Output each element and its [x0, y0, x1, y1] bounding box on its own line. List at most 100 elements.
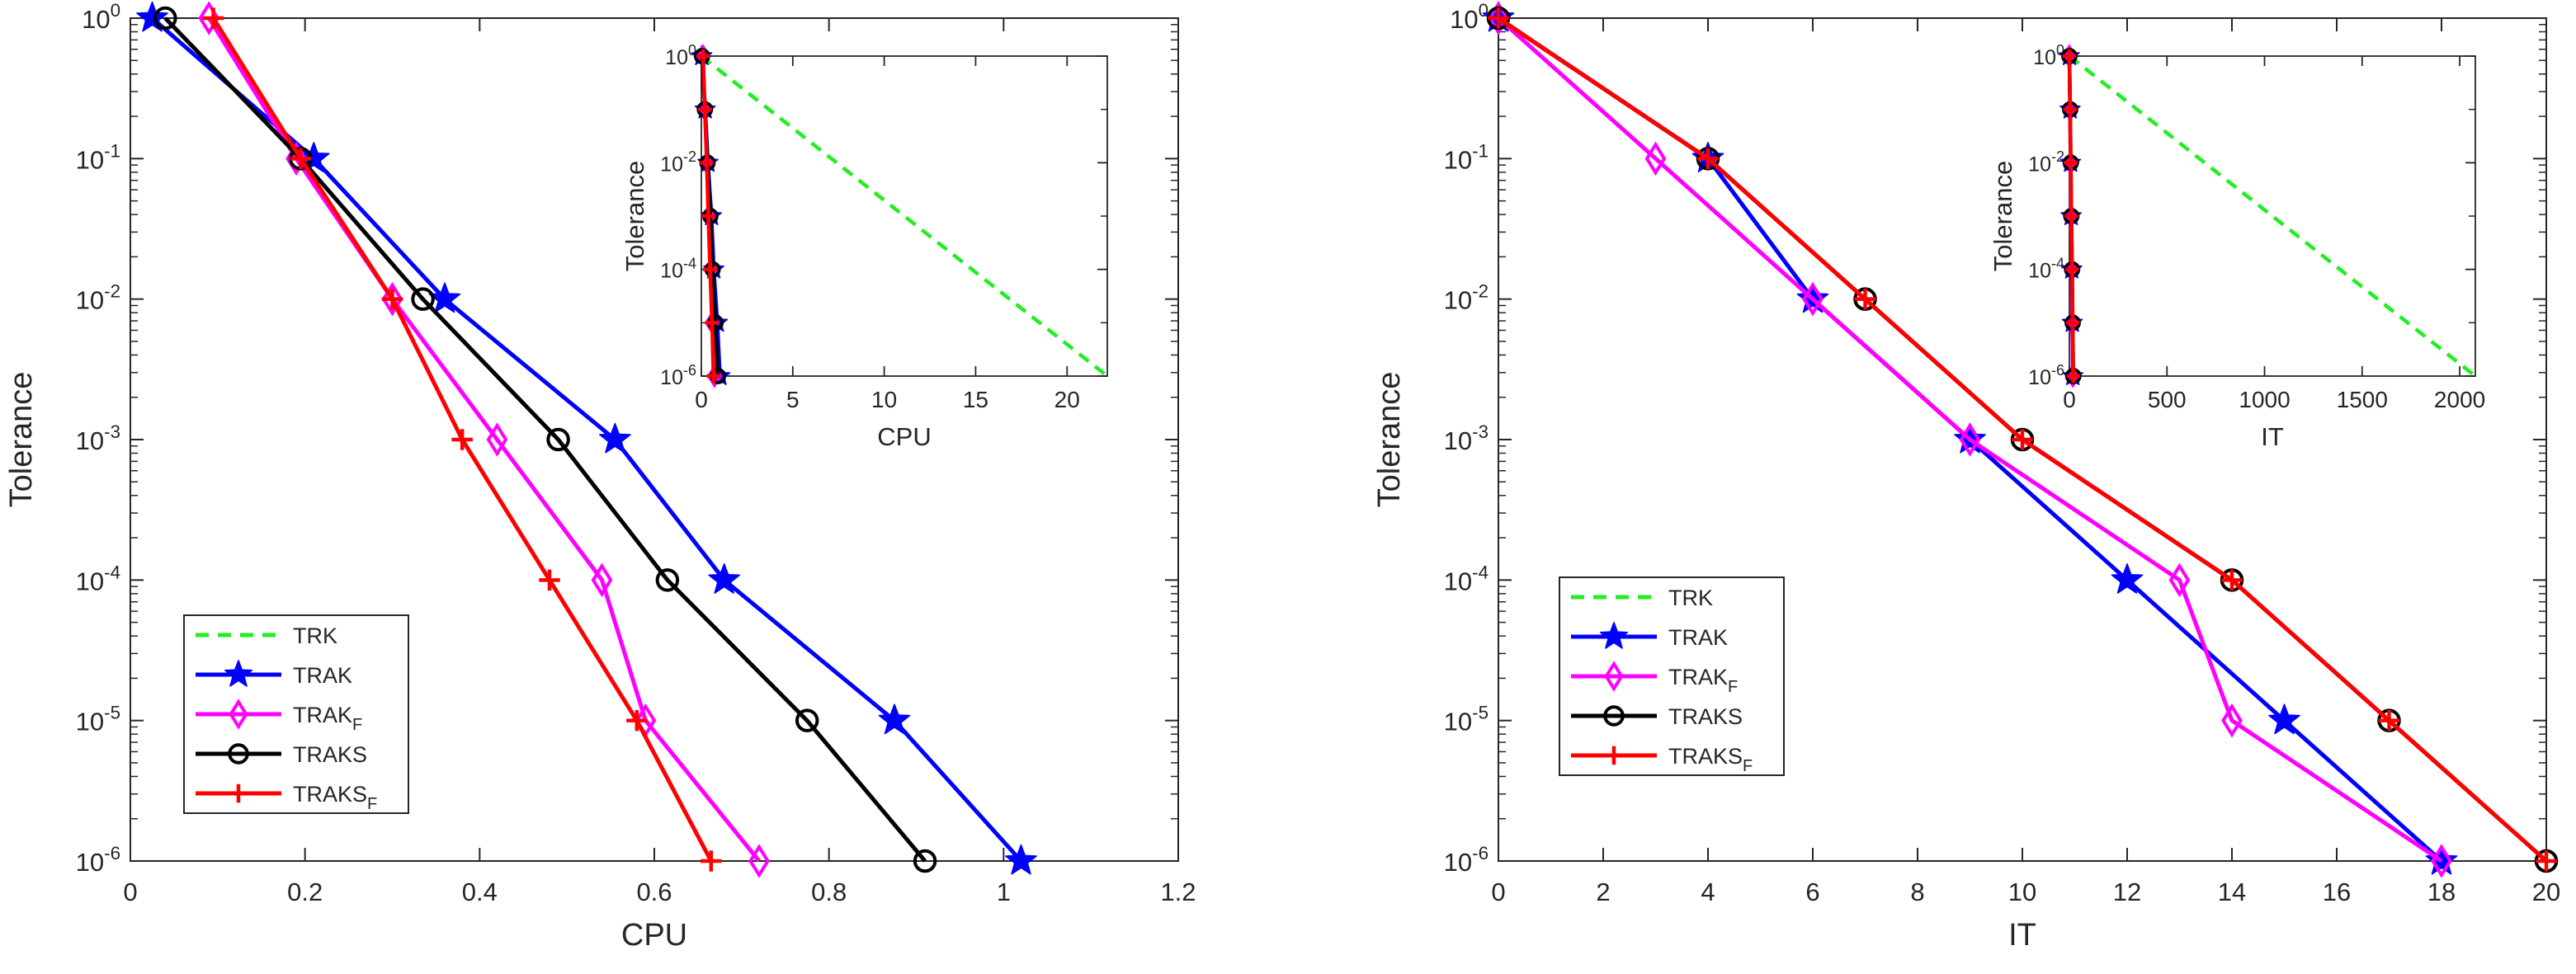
x-tick-label: 18	[2427, 878, 2456, 906]
data-point-TRAK_F	[2431, 844, 2452, 878]
data-point-TRAKS_F	[2064, 156, 2078, 170]
inset-y-tick-label: 100	[665, 42, 696, 69]
x-tick-label: 14	[2218, 878, 2246, 906]
x-tick-label: 6	[1805, 878, 1819, 906]
inset-y-tick-label: 10-6	[660, 362, 696, 389]
inset-x-axis-label: CPU	[877, 422, 931, 451]
data-point-TRAKS_F	[700, 156, 714, 170]
x-tick-label: 0.4	[462, 878, 498, 906]
data-point-TRAKS_F	[539, 569, 560, 591]
inset-y-axis-label: Tolerance	[1989, 161, 2017, 271]
x-tick-label: 2	[1596, 878, 1610, 906]
data-point-TRAK	[1005, 844, 1037, 875]
series-group	[136, 1, 1037, 878]
x-tick-label: 0.8	[811, 878, 847, 906]
data-point-TRAKS_F	[2221, 569, 2243, 591]
y-tick-label: 10-4	[1444, 562, 1489, 595]
data-point-TRAK	[2111, 563, 2144, 594]
data-point-TRAK_F	[2168, 562, 2191, 598]
data-point-TRAKS_F	[290, 148, 312, 170]
x-tick-label: 8	[1910, 878, 1924, 906]
y-tick-label: 10-2	[1444, 281, 1489, 315]
y-axis-label: Tolerance	[1372, 372, 1407, 508]
inset-x-tick-label: 2000	[2434, 387, 2485, 412]
inset-y-tick-label: 100	[2033, 42, 2064, 69]
data-point-TRAKS_F	[706, 369, 720, 383]
data-point-TRAKS	[913, 849, 937, 873]
series-group	[1482, 1, 2559, 878]
data-point-TRAKS_F	[2064, 209, 2078, 224]
data-point-TRAKS	[655, 568, 680, 592]
inset-x-tick-label: 0	[2063, 387, 2076, 412]
y-axis-label: Tolerance	[4, 372, 39, 508]
y-tick-label: 10-1	[76, 140, 120, 174]
data-point-TRAKS_F	[705, 316, 719, 330]
inset-x-tick-label: 1000	[2239, 387, 2290, 412]
data-point-TRAKS_F	[2065, 262, 2079, 276]
x-tick-label: 0.2	[287, 878, 323, 906]
data-point-TRAKS_F	[2063, 102, 2078, 116]
inset-chart: 10-6 10-4 10-2 100 0 5 10 15 20 CPU Tolerance	[620, 42, 1109, 451]
data-point-TRAKS_F	[2065, 316, 2080, 330]
data-point-TRAKS_F	[698, 102, 712, 116]
legend-marker-TRAKS	[228, 743, 249, 765]
data-point-TRAK	[878, 703, 911, 735]
axes-box	[2069, 55, 2476, 377]
inset-x-tick-label: 15	[963, 387, 988, 412]
legend-label-TRAK_F: TRAKF	[293, 703, 362, 734]
legend-label-TRAKS: TRAKS	[1668, 704, 1743, 729]
data-point-TRAK	[2268, 703, 2300, 735]
legend-marker-TRAK_F	[1604, 661, 1624, 692]
data-point-TRAKS_F	[451, 429, 473, 450]
y-tick-label: 10-5	[76, 703, 120, 736]
y-tick-label: 100	[1450, 0, 1489, 34]
data-point-TRAKS_F	[2378, 709, 2400, 732]
y-tick-label: 10-2	[76, 281, 120, 315]
inset-y-tick-label: 10-4	[660, 255, 696, 282]
data-point-TRAKS_F	[1854, 288, 1876, 310]
legend-marker-TRAKS_F	[1604, 746, 1624, 765]
x-tick-label: 1	[997, 878, 1011, 906]
y-tick-label: 10-5	[1444, 703, 1489, 736]
x-tick-label: 12	[2113, 878, 2141, 906]
y-tick-label: 10-6	[1444, 843, 1489, 877]
legend-label-TRAKS_F: TRAKSF	[293, 782, 377, 813]
data-point-TRAK_F	[1644, 141, 1667, 176]
data-point-TRAKS_F	[701, 209, 715, 224]
data-point-TRAK_F	[486, 422, 508, 457]
data-point-TRAKS_F	[696, 49, 710, 64]
x-axis-label: CPU	[621, 918, 687, 953]
y-tick-label: 10-6	[76, 843, 120, 877]
data-point-TRAKS_F	[1697, 148, 1719, 170]
data-point-TRAK_F	[1802, 281, 1823, 317]
data-point-TRAKS_F	[1488, 7, 1509, 29]
series-line-TRK	[2068, 54, 2477, 378]
y-tick-label: 100	[82, 0, 120, 34]
inset-x-axis-label: IT	[2261, 422, 2284, 451]
data-point-TRAKS	[153, 6, 177, 31]
data-point-TRAKS_F	[2536, 850, 2557, 872]
data-point-TRAKS_F	[2062, 49, 2077, 64]
data-point-TRAK_F	[381, 281, 403, 317]
data-point-TRAK_F	[748, 844, 770, 878]
legend-label-TRAK: TRAK	[293, 663, 352, 688]
data-point-TRAKS	[411, 287, 435, 311]
inset-y-tick-label: 10-6	[2028, 362, 2064, 389]
data-point-TRAK	[708, 563, 741, 594]
inset-x-tick-label: 0	[695, 387, 708, 412]
x-tick-label: 1.2	[1160, 878, 1196, 906]
series-line-TRAK_F	[1497, 16, 2443, 863]
data-point-TRAK_F	[1488, 1, 1509, 35]
y-tick-label: 10-3	[1444, 421, 1489, 455]
x-tick-label: 0	[1491, 878, 1505, 906]
legend-marker-TRAK	[224, 660, 253, 687]
inset-y-tick-label: 10-2	[2028, 148, 2064, 176]
legend-label-TRAKS_F: TRAKSF	[1668, 744, 1753, 775]
data-point-TRAK	[599, 422, 631, 454]
legend: TRK TRAK TRAKF TRAKS TRAKSF	[183, 614, 409, 814]
x-axis-label: IT	[2008, 918, 2036, 953]
series-line-TRK	[700, 54, 1109, 378]
data-point-TRAKS_F	[2066, 369, 2080, 383]
